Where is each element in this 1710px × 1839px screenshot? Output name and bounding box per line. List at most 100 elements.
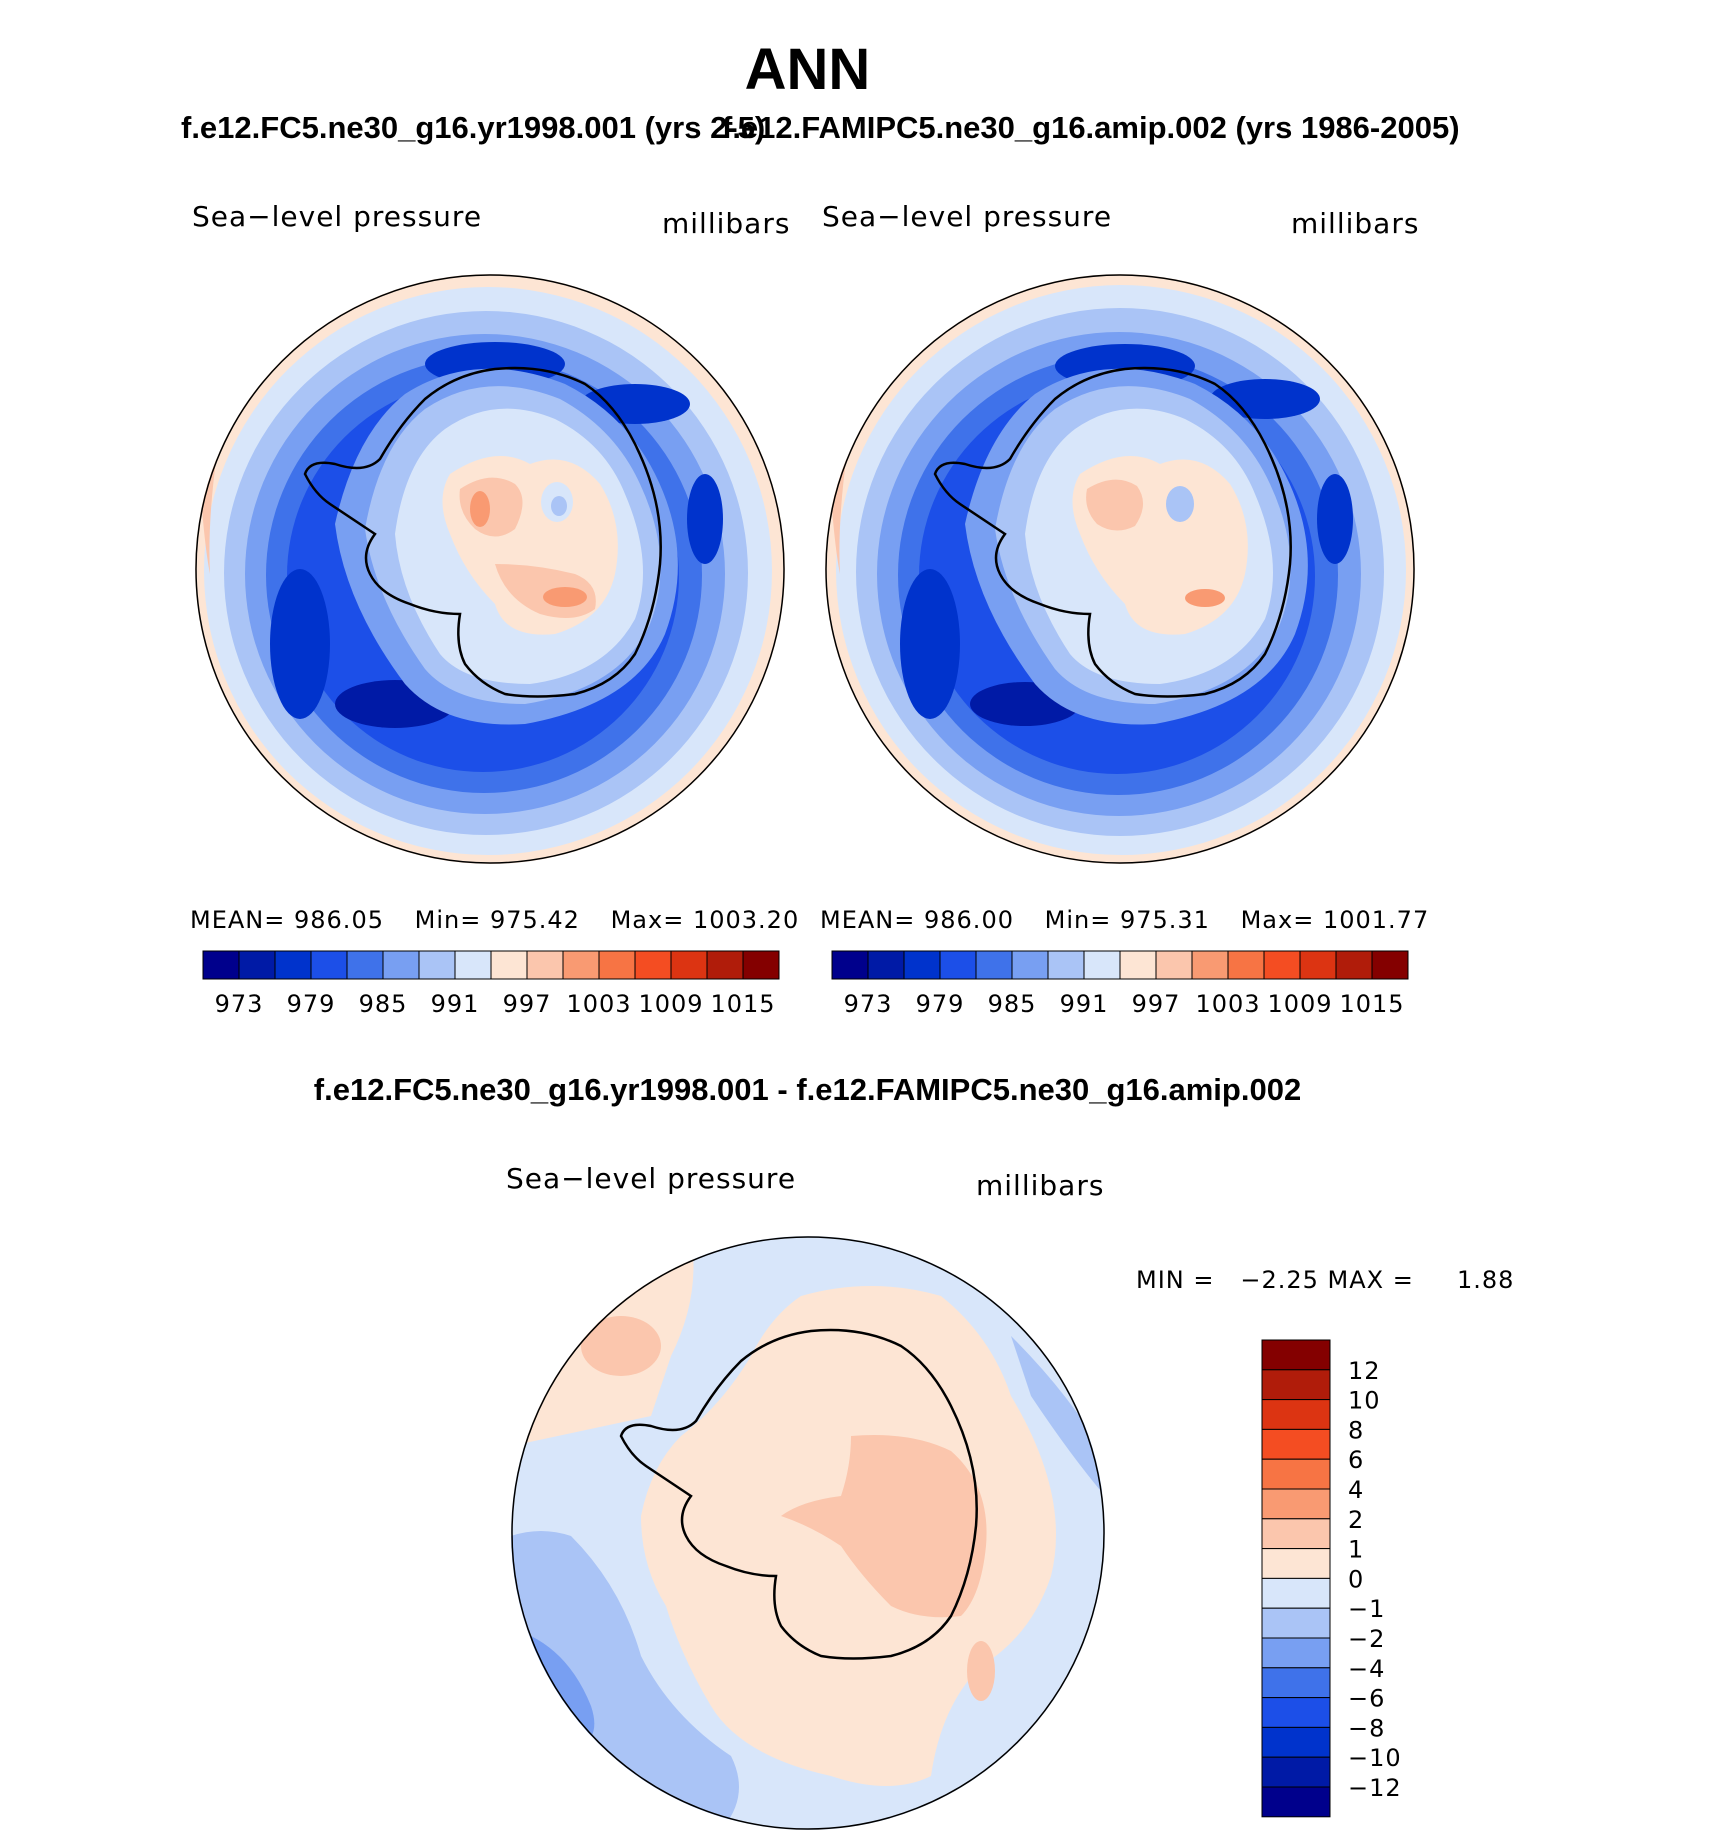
diff-band-1-2 (781, 1435, 987, 1618)
left-mean-label: MEAN= (190, 906, 286, 934)
map-boundary (511, 1236, 1105, 1830)
left-colorbar-tick-label: 979 (287, 990, 336, 1018)
low-pressure-core (687, 474, 723, 564)
map-left (195, 274, 785, 864)
left-max-label: Max= (610, 906, 685, 934)
diff-colorbar-tick-label: −12 (1348, 1774, 1402, 1802)
field-minor-low (1166, 486, 1194, 522)
diff-minmax: MIN = −2.25 MAX = 1.88 (1136, 1266, 1515, 1294)
left-colorbar-box (706, 950, 744, 980)
diff-colorbar-box (1261, 1369, 1331, 1401)
diff-colorbar-box (1261, 1726, 1331, 1758)
panel-left-title: f.e12.FC5.ne30_g16.yr1998.001 (yrs 2-5) (181, 110, 766, 145)
antarctica-coastline (933, 366, 1292, 698)
left-colorbar-box (598, 950, 636, 980)
diff-colorbar-box (1261, 1458, 1331, 1490)
figure-title: ANN (744, 37, 871, 102)
left-colorbar-tick-label: 985 (359, 990, 408, 1018)
left-units-label: millibars (662, 207, 791, 240)
left-min-value: 975.42 (489, 906, 580, 934)
left-colorbar-tick-label: 1009 (638, 990, 703, 1018)
left-colorbar-box (346, 950, 384, 980)
right-colorbar-box (1263, 950, 1301, 980)
right-colorbar-box (1119, 950, 1157, 980)
diff-colorbar-box (1261, 1697, 1331, 1728)
right-colorbar-tick-label: 973 (844, 990, 893, 1018)
right-units-label: millibars (1291, 207, 1420, 240)
left-colorbar-box (418, 950, 456, 980)
left-colorbar-box (454, 950, 492, 980)
diff-colorbar-box (1261, 1518, 1331, 1550)
colorbar-left: 973 979 985 991 997 1003 1009 1015 (202, 950, 780, 1018)
diff-variable-label: Sea−level pressure (506, 1162, 797, 1195)
right-colorbar-box (903, 950, 941, 980)
low-pressure-core (1317, 474, 1353, 564)
diff-colorbar-tick-label: −10 (1348, 1744, 1402, 1772)
diff-colorbar-box (1261, 1577, 1331, 1609)
right-max-label: Max= (1240, 906, 1315, 934)
diff-band-1-2 (967, 1641, 995, 1701)
right-colorbar-tick-label: 1009 (1267, 990, 1332, 1018)
right-colorbar-box (831, 950, 869, 980)
right-min-label: Min= (1044, 906, 1112, 934)
left-variable-label: Sea−level pressure (192, 200, 483, 233)
diff-colorbar-tick-label: 4 (1348, 1476, 1364, 1504)
left-min-label: Min= (414, 906, 482, 934)
left-colorbar-box (310, 950, 348, 980)
left-stats: MEAN= 986.05 Min= 975.42 Max= 1003.20 (190, 906, 799, 934)
right-colorbar-tick-label: 991 (1060, 990, 1109, 1018)
map-boundary (825, 274, 1415, 864)
right-colorbar-tick-label: 979 (916, 990, 965, 1018)
right-colorbar-box (1011, 950, 1049, 980)
left-max-value: 1003.20 (692, 906, 800, 934)
diff-colorbar-tick-label: −4 (1348, 1655, 1385, 1683)
left-colorbar-box (670, 950, 708, 980)
diff-band-neg2-neg1 (1011, 1336, 1105, 1496)
field-band-1003 (543, 587, 587, 607)
diff-units-label: millibars (976, 1169, 1105, 1202)
right-stats: MEAN= 986.00 Min= 975.31 Max= 1001.77 (820, 906, 1429, 934)
left-colorbar-tick-label: 1003 (566, 990, 631, 1018)
right-colorbar-tick-label: 997 (1132, 990, 1181, 1018)
diff-colorbar-tick-label: 8 (1348, 1416, 1364, 1444)
diff-colorbar-box (1261, 1399, 1331, 1430)
panel-right-title: f.e12.FAMIPC5.ne30_g16.amip.002 (yrs 198… (722, 110, 1460, 145)
diff-colorbar-tick-label: 6 (1348, 1446, 1364, 1474)
field-band-1000 (1086, 479, 1144, 531)
diff-colorbar-tick-label: 12 (1348, 1357, 1381, 1385)
diff-colorbar-box (1261, 1339, 1331, 1371)
left-colorbar-box (274, 950, 312, 980)
diff-colorbar-tick-label: −1 (1348, 1595, 1385, 1623)
low-pressure-core (1210, 379, 1320, 419)
left-mean-value: 986.05 (294, 906, 384, 934)
left-colorbar-box (742, 950, 780, 980)
diff-colorbar-tick-label: −8 (1348, 1714, 1385, 1742)
right-colorbar-box (975, 950, 1013, 980)
colorbar-right: 973 979 985 991 997 1003 1009 1015 (831, 950, 1409, 1018)
field-band-1003 (470, 491, 490, 527)
field-band-1003 (1185, 589, 1225, 607)
diff-colorbar-box (1261, 1637, 1331, 1669)
right-mean-label: MEAN= (820, 906, 916, 934)
right-max-value: 1001.77 (1322, 906, 1430, 934)
right-colorbar-tick-label: 1003 (1195, 990, 1260, 1018)
diff-colorbar-box (1261, 1428, 1331, 1460)
left-colorbar-tick-label: 997 (503, 990, 552, 1018)
diff-colorbar-tick-label: 1 (1348, 1536, 1364, 1564)
left-colorbar-box (202, 950, 240, 980)
low-pressure-core (270, 569, 330, 719)
right-colorbar-box (1335, 950, 1373, 980)
left-colorbar-box (526, 950, 564, 980)
diff-colorbar-box (1261, 1756, 1331, 1788)
right-colorbar-tick-label: 1015 (1339, 990, 1404, 1018)
right-mean-value: 986.00 (924, 906, 1014, 934)
left-colorbar-box (634, 950, 672, 980)
right-colorbar-box (1083, 950, 1121, 980)
right-colorbar-tick-label: 985 (988, 990, 1037, 1018)
diff-colorbar-box (1261, 1548, 1331, 1579)
map-boundary (195, 274, 785, 864)
antarctica-coastline (303, 366, 662, 698)
diff-colorbar-box (1261, 1667, 1331, 1699)
diff-colorbar-tick-label: −6 (1348, 1685, 1385, 1713)
